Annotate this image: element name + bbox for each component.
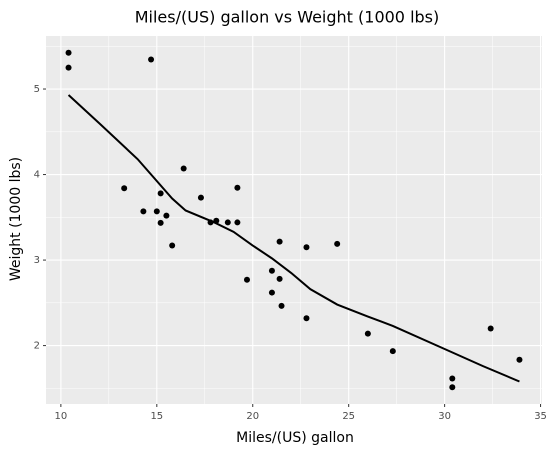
point <box>276 275 283 282</box>
x-tick-label: 25 <box>342 411 355 422</box>
point <box>389 348 396 355</box>
point <box>163 212 170 219</box>
point <box>157 219 164 226</box>
x-axis-title: Miles/(US) gallon <box>236 430 354 446</box>
point <box>121 185 128 192</box>
chart-title: Miles/(US) gallon vs Weight (1000 lbs) <box>135 8 440 27</box>
point <box>234 184 241 191</box>
point <box>516 356 523 363</box>
x-tick-label: 35 <box>534 411 547 422</box>
point <box>140 208 147 215</box>
x-tick-label: 20 <box>246 411 259 422</box>
point <box>449 375 456 382</box>
x-tick-label: 30 <box>438 411 451 422</box>
point <box>153 208 160 215</box>
point <box>65 64 72 71</box>
x-tick-label: 10 <box>55 411 68 422</box>
point <box>487 325 494 332</box>
point <box>276 238 283 245</box>
x-tick-label: 15 <box>150 411 163 422</box>
y-axis-title: Weight (1000 lbs) <box>8 157 24 281</box>
point <box>303 244 310 251</box>
y-tick-label: 5 <box>34 84 40 95</box>
y-tick-label: 3 <box>34 255 40 266</box>
point <box>364 330 371 337</box>
y-tick-label: 2 <box>34 341 40 352</box>
point <box>234 219 241 226</box>
point <box>197 194 204 201</box>
point <box>157 190 164 197</box>
point <box>180 165 187 172</box>
point <box>278 302 285 309</box>
point <box>243 276 250 283</box>
point <box>449 384 456 391</box>
trend-line <box>67 94 520 383</box>
point <box>65 49 72 56</box>
point <box>207 219 214 226</box>
point <box>303 315 310 322</box>
point <box>213 217 220 224</box>
plot-panel <box>46 36 542 404</box>
point <box>334 240 341 247</box>
point <box>148 56 155 63</box>
point <box>224 219 231 226</box>
point <box>268 289 275 296</box>
y-tick-label: 4 <box>34 170 40 181</box>
point <box>268 267 275 274</box>
point <box>169 242 176 249</box>
